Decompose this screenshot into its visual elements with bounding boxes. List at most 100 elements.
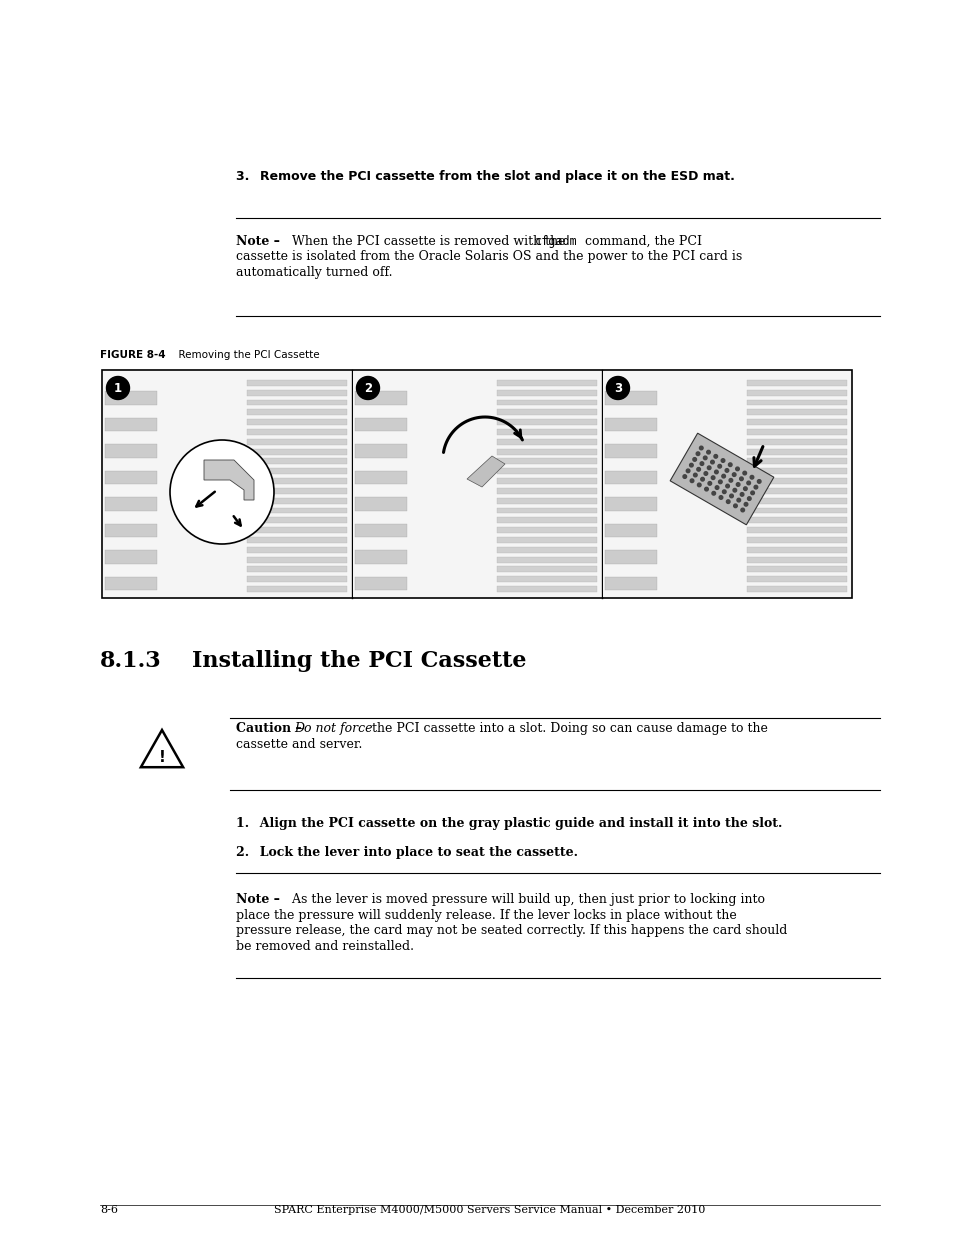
- Bar: [497, 429, 597, 435]
- Circle shape: [725, 500, 729, 504]
- Bar: [497, 577, 597, 582]
- Circle shape: [715, 485, 719, 489]
- Circle shape: [696, 452, 700, 456]
- Circle shape: [706, 466, 710, 469]
- Bar: [497, 567, 597, 572]
- Circle shape: [707, 482, 711, 485]
- Bar: [746, 468, 846, 474]
- Bar: [355, 417, 407, 431]
- Text: place the pressure will suddenly release. If the lever locks in place without th: place the pressure will suddenly release…: [235, 909, 736, 921]
- Circle shape: [750, 492, 754, 495]
- Bar: [355, 577, 407, 590]
- Bar: [105, 524, 157, 537]
- Bar: [497, 537, 597, 543]
- Bar: [746, 517, 846, 524]
- Bar: [746, 448, 846, 454]
- Bar: [746, 587, 846, 592]
- Circle shape: [711, 492, 715, 495]
- Bar: [105, 577, 157, 590]
- Bar: [355, 524, 407, 537]
- Bar: [497, 458, 597, 464]
- Circle shape: [682, 474, 686, 478]
- Bar: [247, 517, 347, 524]
- Bar: [746, 429, 846, 435]
- Bar: [105, 471, 157, 484]
- Bar: [247, 587, 347, 592]
- Circle shape: [720, 458, 724, 462]
- Circle shape: [732, 473, 735, 477]
- Bar: [497, 547, 597, 553]
- Bar: [497, 557, 597, 563]
- Text: pressure release, the card may not be seated correctly. If this happens the card: pressure release, the card may not be se…: [235, 924, 786, 937]
- Circle shape: [606, 377, 629, 399]
- Bar: [247, 508, 347, 514]
- Bar: [247, 429, 347, 435]
- Text: cassette is isolated from the Oracle Solaris OS and the power to the PCI card is: cassette is isolated from the Oracle Sol…: [235, 251, 741, 263]
- Circle shape: [693, 473, 697, 477]
- Bar: [746, 577, 846, 582]
- Text: 1: 1: [113, 382, 122, 394]
- Circle shape: [742, 472, 746, 475]
- Text: automatically turned off.: automatically turned off.: [235, 266, 392, 279]
- Circle shape: [685, 469, 689, 473]
- Bar: [497, 468, 597, 474]
- Bar: [604, 471, 657, 484]
- Bar: [497, 448, 597, 454]
- Bar: [247, 419, 347, 425]
- Circle shape: [692, 458, 696, 461]
- Circle shape: [725, 484, 729, 488]
- Circle shape: [736, 483, 740, 487]
- Bar: [247, 409, 347, 415]
- Bar: [497, 488, 597, 494]
- Bar: [746, 498, 846, 504]
- Circle shape: [107, 377, 130, 399]
- Bar: [746, 547, 846, 553]
- Circle shape: [690, 479, 693, 483]
- Bar: [604, 391, 657, 405]
- Circle shape: [728, 478, 732, 482]
- Polygon shape: [204, 459, 253, 500]
- Circle shape: [700, 462, 703, 466]
- Bar: [604, 498, 657, 510]
- Bar: [247, 527, 347, 534]
- Bar: [355, 445, 407, 457]
- Bar: [355, 471, 407, 484]
- Text: Note –: Note –: [235, 235, 279, 248]
- Circle shape: [743, 503, 747, 506]
- Bar: [746, 390, 846, 395]
- Text: cassette and server.: cassette and server.: [235, 737, 362, 751]
- Text: When the PCI cassette is removed with the: When the PCI cassette is removed with th…: [288, 235, 569, 248]
- Bar: [103, 370, 351, 597]
- Circle shape: [753, 485, 757, 489]
- Circle shape: [703, 472, 707, 475]
- Circle shape: [728, 463, 731, 467]
- Circle shape: [714, 471, 718, 474]
- Bar: [746, 458, 846, 464]
- Bar: [105, 445, 157, 457]
- Circle shape: [711, 475, 714, 479]
- Circle shape: [713, 454, 717, 458]
- Bar: [746, 409, 846, 415]
- Bar: [355, 391, 407, 405]
- Circle shape: [740, 509, 743, 511]
- Circle shape: [739, 477, 742, 480]
- Bar: [497, 517, 597, 524]
- Circle shape: [732, 488, 736, 492]
- Bar: [497, 508, 597, 514]
- Bar: [247, 567, 347, 572]
- Bar: [102, 370, 851, 598]
- Bar: [247, 557, 347, 563]
- Text: be removed and reinstalled.: be removed and reinstalled.: [235, 940, 414, 952]
- Text: cfgadm: cfgadm: [535, 235, 578, 248]
- Bar: [604, 445, 657, 457]
- Circle shape: [696, 468, 700, 471]
- Bar: [746, 419, 846, 425]
- Text: 2.  Lock the lever into place to seat the cassette.: 2. Lock the lever into place to seat the…: [235, 846, 578, 860]
- Bar: [247, 577, 347, 582]
- Text: !: !: [158, 751, 165, 766]
- Bar: [353, 370, 600, 597]
- Bar: [497, 498, 597, 504]
- Text: –: –: [294, 722, 309, 735]
- Bar: [247, 390, 347, 395]
- Text: 2: 2: [363, 382, 372, 394]
